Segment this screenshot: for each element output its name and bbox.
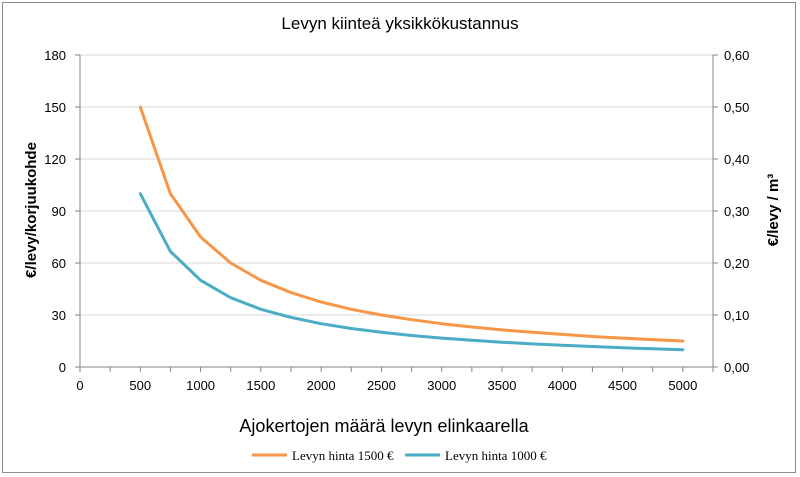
x-axis-label: Ajokertojen määrä levyn elinkaarella [239,416,529,436]
y-right-tick-0,20: 0,20 [724,256,749,271]
y-right-tick-0,50: 0,50 [724,100,749,115]
y-right-tick-0,40: 0,40 [724,152,749,167]
y-right-tick-0,10: 0,10 [724,308,749,323]
y-left-tick-150: 150 [44,100,66,115]
series-line-1500 [138,105,685,343]
y-left-tick-60: 60 [52,256,66,271]
y-axis-label-right: €/levy / m³ [765,174,782,247]
series-line-1000 [138,192,685,352]
y-right-tick-0,30: 0,30 [724,204,749,219]
x-tick-3500: 3500 [488,378,517,393]
legend-label-1500: Levyn hinta 1500 € [292,448,394,463]
chart-title: Levyn kiinteä yksikkökustannus [281,14,518,33]
x-tick-0: 0 [76,378,83,393]
y-axis-label-left: €/levy/korjuukohde [23,142,40,278]
y-right-tick-0,00: 0,00 [724,360,749,375]
y-right-tick-0,60: 0,60 [724,48,749,63]
x-tick-5000: 5000 [668,378,697,393]
x-tick-1500: 1500 [246,378,275,393]
y-left-tick-120: 120 [44,152,66,167]
x-tick-1000: 1000 [186,378,215,393]
legend-label-1000: Levyn hinta 1000 € [445,448,547,463]
gridlines [80,54,713,316]
y-left-tick-0: 0 [59,360,66,375]
legend: Levyn hinta 1500 € Levyn hinta 1000 € [252,448,547,463]
x-tick-2500: 2500 [367,378,396,393]
x-tick-4500: 4500 [608,378,637,393]
y-left-tick-30: 30 [52,308,66,323]
axes [75,54,718,372]
x-tick-2000: 2000 [307,378,336,393]
y-left-tick-180: 180 [44,48,66,63]
tick-labels: 0 30 60 90 120 150 180 0,00 0,10 0,20 0,30 0,40 0,50… [44,48,749,393]
y-left-tick-90: 90 [52,204,66,219]
x-tick-3000: 3000 [427,378,456,393]
series-lines [138,105,685,352]
x-tick-4000: 4000 [548,378,577,393]
x-tick-500: 500 [129,378,151,393]
